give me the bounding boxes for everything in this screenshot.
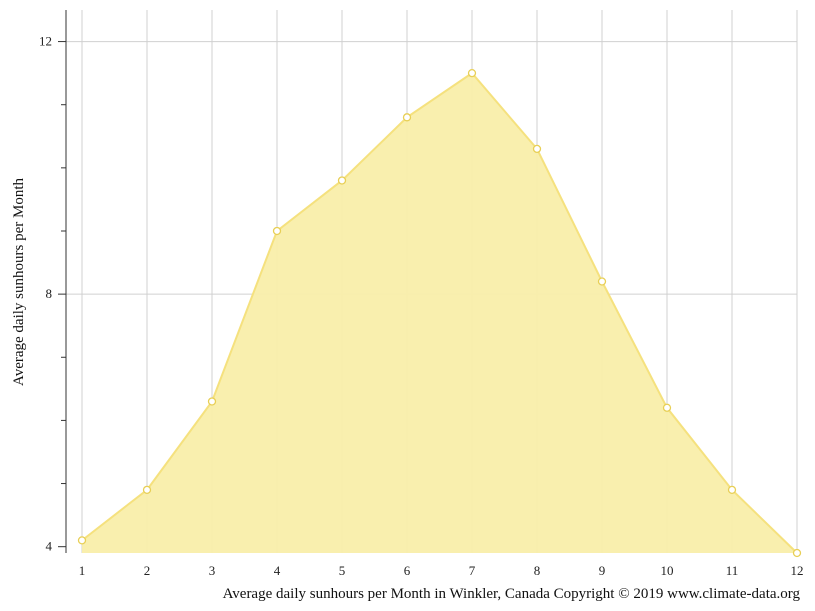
data-point: [402, 113, 412, 122]
x-axis-title: Average daily sunhours per Month in Wink…: [223, 586, 801, 602]
y-tick-label: 12: [39, 34, 52, 49]
y-tick-label: 4: [46, 539, 53, 554]
x-tick-label: 3: [209, 563, 216, 578]
x-tick-label: 8: [534, 563, 541, 578]
x-tick-label: 2: [144, 563, 151, 578]
data-point: [207, 397, 217, 406]
area-fill: [82, 73, 797, 554]
data-point: [532, 144, 542, 154]
y-tick-label: 8: [46, 286, 53, 301]
data-point: [77, 536, 87, 545]
x-tick-label: 7: [469, 563, 476, 578]
x-tick-label: 11: [726, 563, 739, 578]
x-tick-label: 4: [274, 563, 281, 578]
area-layer: [81, 71, 798, 554]
data-point: [792, 548, 802, 558]
data-points: [77, 68, 802, 558]
data-point: [337, 176, 347, 185]
series-line: [81, 71, 798, 554]
x-tick-label: 5: [339, 563, 346, 578]
x-tick-label: 6: [404, 563, 411, 578]
data-point: [727, 485, 737, 495]
data-point: [272, 226, 282, 236]
y-axis-title: Average daily sunhours per Month: [11, 178, 27, 387]
x-tick-label: 10: [661, 563, 674, 578]
data-point: [142, 485, 152, 495]
data-point: [467, 68, 477, 78]
data-point: [597, 277, 607, 286]
x-tick-label: 12: [791, 563, 804, 578]
x-tick-label: 9: [599, 563, 606, 578]
axes: [58, 10, 67, 553]
x-tick-label: 1: [79, 563, 86, 578]
data-point: [662, 403, 672, 412]
